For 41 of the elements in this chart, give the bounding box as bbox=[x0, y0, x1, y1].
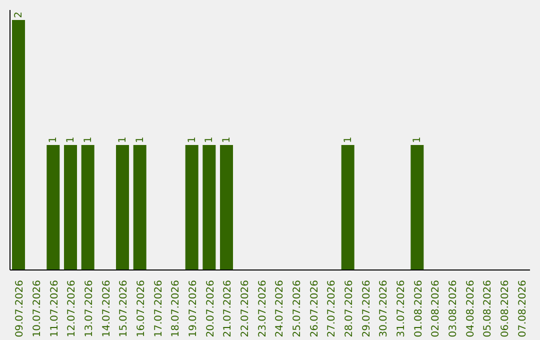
x-tick-label: 03.08.2026 bbox=[448, 280, 459, 338]
x-tick-label: 15.07.2026 bbox=[118, 280, 130, 338]
x-tick-label: 09.07.2026 bbox=[14, 280, 26, 338]
x-tick-label: 31.07.2026 bbox=[396, 280, 407, 338]
x-tick-label: 29.07.2026 bbox=[361, 280, 372, 338]
x-tick-label: 28.07.2026 bbox=[344, 280, 355, 338]
x-tick-label: 11.07.2026 bbox=[49, 280, 60, 338]
x-tick-label: 07.08.2026 bbox=[517, 280, 528, 338]
x-tick-label: 24.07.2026 bbox=[274, 280, 286, 338]
data-label: 2 bbox=[14, 12, 24, 18]
data-label: 1 bbox=[134, 136, 146, 143]
data-label: 1 bbox=[222, 136, 232, 143]
x-tick-label: 18.07.2026 bbox=[170, 280, 182, 338]
x-tick-label: 30.07.2026 bbox=[378, 280, 390, 338]
x-tick-label: 23.07.2026 bbox=[257, 280, 268, 338]
x-tick-label: 01.08.2026 bbox=[413, 280, 424, 338]
x-tick-label: 25.07.2026 bbox=[292, 280, 303, 338]
x-tick-label: 16.07.2026 bbox=[136, 280, 147, 338]
data-label: 1 bbox=[204, 136, 216, 143]
x-tick-label: 14.07.2026 bbox=[101, 280, 112, 338]
data-label: 1 bbox=[342, 136, 354, 143]
data-label: 1 bbox=[186, 136, 198, 143]
x-tick-label: 20.07.2026 bbox=[205, 280, 216, 338]
x-tick-label: 05.08.2026 bbox=[482, 280, 494, 338]
x-tick-label: 13.07.2026 bbox=[84, 280, 95, 338]
x-tick-label: 21.07.2026 bbox=[222, 280, 234, 338]
data-label: 1 bbox=[82, 136, 94, 143]
data-label: 1 bbox=[412, 136, 424, 143]
data-label: 1 bbox=[118, 136, 128, 143]
x-tick-label: 02.08.2026 bbox=[430, 280, 442, 338]
x-tick-label: 12.07.2026 bbox=[66, 280, 78, 338]
x-tick-label: 17.07.2026 bbox=[153, 280, 164, 338]
x-tick-label: 19.07.2026 bbox=[188, 280, 199, 338]
x-tick-label: 06.08.2026 bbox=[500, 280, 511, 338]
x-tick-label: 22.07.2026 bbox=[240, 280, 251, 338]
x-tick-label: 10.07.2026 bbox=[32, 280, 43, 338]
x-tick-label: 26.07.2026 bbox=[309, 280, 320, 338]
data-label: 1 bbox=[48, 136, 60, 143]
x-tick-label: 27.07.2026 bbox=[326, 280, 338, 338]
data-label: 1 bbox=[66, 136, 76, 143]
x-tick-label: 04.08.2026 bbox=[465, 280, 476, 338]
